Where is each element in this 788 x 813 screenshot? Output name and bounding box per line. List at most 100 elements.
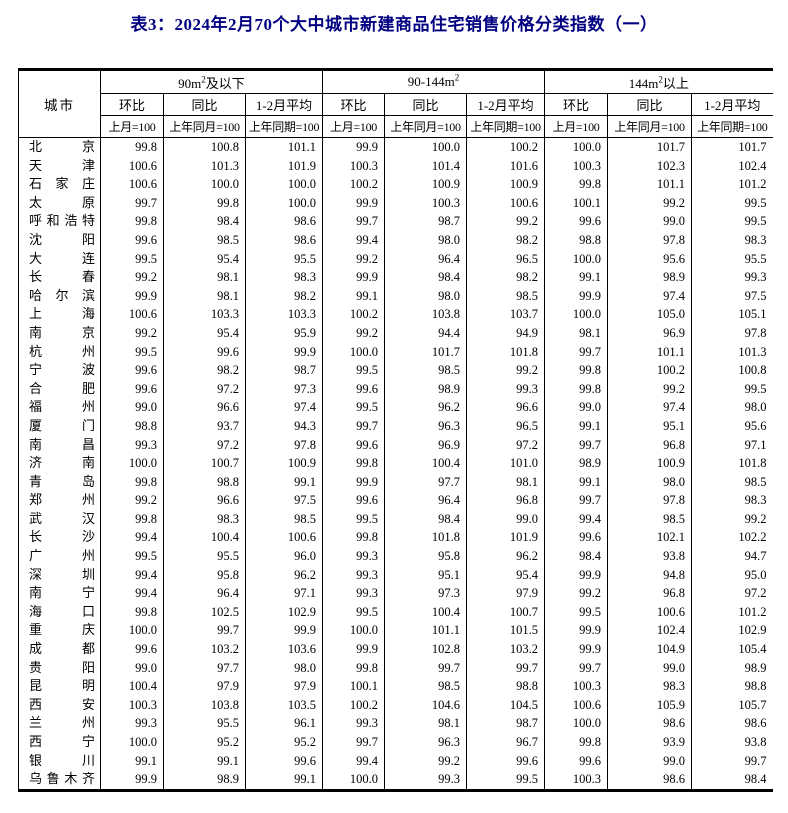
value-cell: 100.0 <box>384 137 467 157</box>
value-cell: 97.8 <box>744 325 767 340</box>
value-cell: 98.5 <box>163 230 246 250</box>
city-name: 大连 <box>29 250 95 266</box>
value-cell: 97.5 <box>744 288 767 303</box>
value-cell: 98.0 <box>607 472 692 492</box>
value-cell: 100.0 <box>322 342 385 362</box>
value-cell: 100.0 <box>544 137 608 157</box>
value-cell: 99.1 <box>544 416 608 436</box>
value-cell: 100.9 <box>607 454 692 473</box>
value-cell: 99.6 <box>100 379 164 399</box>
value-cell: 100.6 <box>607 602 692 622</box>
superscript-2: 2 <box>454 72 460 83</box>
value-cell: 98.4 <box>163 212 246 231</box>
value-cell: 99.7 <box>544 658 608 678</box>
city-cell: 贵阳 <box>18 658 101 678</box>
value-cell: 99.8 <box>100 212 164 231</box>
value-cell: 104.9 <box>607 640 692 659</box>
value-cell: 98.1 <box>544 323 608 343</box>
value-cell: 100.6 <box>544 695 608 715</box>
value-cell: 99.9 <box>322 640 385 659</box>
value-cell: 99.5 <box>100 547 164 566</box>
value-cell: 96.6 <box>466 398 545 417</box>
value-cell: 99.3 <box>322 714 385 733</box>
value-cell: 99.9 <box>322 472 385 492</box>
value-cell: 100.7 <box>163 454 246 473</box>
table-row: 北京 99.8 100.8 101.1 99.9 100.0 100.2 100.0 101.7… <box>18 137 773 157</box>
table-row: 乌鲁木齐 99.9 98.9 99.1 100.0 99.3 99.5 100.3 98.6 98… <box>18 770 773 791</box>
value-cell: 98.8 <box>466 677 545 696</box>
city-cell: 银川 <box>18 751 101 771</box>
value-cell: 97.2 <box>163 379 246 399</box>
value-cell: 98.2 <box>466 268 545 287</box>
value-cell: 97.9 <box>245 677 323 696</box>
city-name: 广州 <box>29 548 95 564</box>
value-cell: 104.6 <box>384 695 467 715</box>
value-cell: 98.9 <box>744 660 767 675</box>
value-cell: 99.3 <box>322 565 385 585</box>
table-row: 兰州 99.3 95.5 96.1 99.3 98.1 98.7 100.0 98.6 98.6 <box>18 714 773 733</box>
value-cell: 103.3 <box>163 305 246 324</box>
city-cell: 广州 <box>18 547 101 566</box>
value-cell: 98.7 <box>384 212 467 231</box>
value-cell: 100.9 <box>466 175 545 194</box>
value-cell: 105.1 <box>738 307 767 322</box>
value-cell: 95.9 <box>245 323 323 343</box>
value-cell: 99.7 <box>163 621 246 641</box>
group-label-text: 144m <box>628 75 659 91</box>
value-cell: 103.2 <box>163 640 246 659</box>
value-cell: 101.2 <box>738 604 767 619</box>
base-header: 上年同期=100 <box>245 115 323 138</box>
city-name: 济南 <box>29 455 95 471</box>
value-cell: 95.2 <box>163 733 246 752</box>
value-cell: 99.4 <box>100 565 164 585</box>
value-cell: 99.6 <box>322 379 385 399</box>
value-cell: 101.7 <box>738 140 767 154</box>
value-cell: 100.0 <box>544 714 608 733</box>
table-row: 贵阳 99.0 97.7 98.0 99.8 99.7 99.7 99.7 99.0 98.9 <box>18 658 773 678</box>
city-cell: 杭州 <box>18 342 101 362</box>
value-cell: 99.2 <box>744 511 767 526</box>
city-cell: 太原 <box>18 193 101 213</box>
value-cell: 102.9 <box>738 623 767 638</box>
value-cell: 101.2 <box>738 177 767 192</box>
city-cell: 南宁 <box>18 584 101 603</box>
city-cell: 西宁 <box>18 733 101 752</box>
base-header: 上年同月=100 <box>163 115 246 138</box>
city-cell: 兰州 <box>18 714 101 733</box>
value-cell: 99.0 <box>607 751 692 771</box>
value-cell: 96.5 <box>466 249 545 269</box>
measure-header: 1-2月平均 <box>691 93 773 116</box>
value-cell: 95.5 <box>245 249 323 269</box>
value-cell: 98.6 <box>607 714 692 733</box>
table-row: 宁波 99.6 98.2 98.7 99.5 98.5 99.2 99.8 100.2 100.8 <box>18 361 773 380</box>
value-cell: 100.0 <box>100 454 164 473</box>
value-cell: 99.5 <box>100 342 164 362</box>
value-cell: 99.3 <box>100 435 164 455</box>
value-cell: 96.4 <box>163 584 246 603</box>
value-cell: 99.3 <box>744 270 767 285</box>
value-cell: 103.6 <box>245 640 323 659</box>
value-cell: 99.8 <box>100 602 164 622</box>
city-cell: 天津 <box>18 156 101 176</box>
city-cell: 合肥 <box>18 379 101 399</box>
value-cell: 97.7 <box>163 658 246 678</box>
value-cell: 98.5 <box>245 509 323 529</box>
value-cell: 95.4 <box>466 565 545 585</box>
value-cell: 103.2 <box>466 640 545 659</box>
value-cell: 95.5 <box>744 251 767 266</box>
base-header: 上月=100 <box>544 115 608 138</box>
table-row: 南昌 99.3 97.2 97.8 99.6 96.9 97.2 99.7 96.8 97.1 <box>18 435 773 455</box>
value-cell: 99.7 <box>544 435 608 455</box>
header-base-row: 上月=100 上年同月=100 上年同期=100 上月=100 上年同月=100 上年同期… <box>19 115 773 138</box>
value-cell: 99.1 <box>544 268 608 287</box>
value-cell: 100.8 <box>163 137 246 157</box>
value-cell: 99.8 <box>544 379 608 399</box>
value-cell: 98.4 <box>544 547 608 566</box>
city-cell: 南京 <box>18 323 101 343</box>
city-name: 西宁 <box>29 734 95 749</box>
value-cell: 99.6 <box>100 361 164 380</box>
value-cell: 98.6 <box>245 212 323 231</box>
value-cell: 99.8 <box>322 454 385 473</box>
city-cell: 青岛 <box>18 472 101 492</box>
city-name: 武汉 <box>29 510 95 526</box>
